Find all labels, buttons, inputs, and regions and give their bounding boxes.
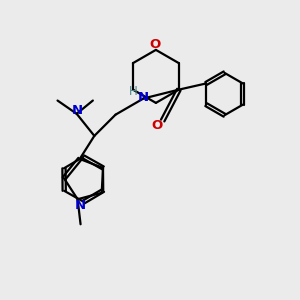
Text: O: O bbox=[152, 119, 163, 132]
Text: N: N bbox=[72, 104, 83, 117]
Text: O: O bbox=[150, 38, 161, 51]
Text: H: H bbox=[129, 85, 138, 98]
Text: N: N bbox=[74, 199, 86, 212]
Text: N: N bbox=[137, 92, 148, 104]
